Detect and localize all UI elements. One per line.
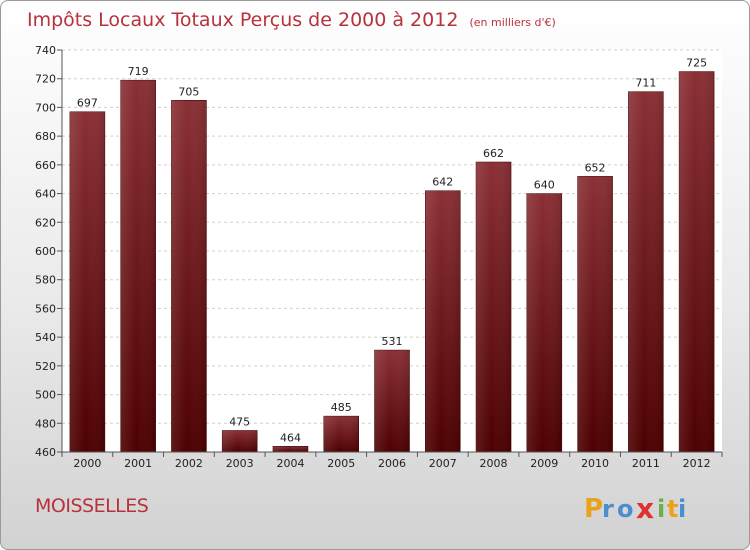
- y-tick-label: 620: [35, 216, 56, 229]
- x-tick-label: 2002: [175, 457, 203, 470]
- x-tick-label: 2007: [429, 457, 457, 470]
- y-tick-label: 580: [35, 274, 56, 287]
- bar-value-label: 475: [229, 415, 250, 428]
- svg-text:t: t: [667, 495, 678, 523]
- bar-shine: [323, 416, 359, 452]
- bar-shine: [476, 161, 512, 452]
- bar-value-label: 485: [331, 401, 352, 414]
- svg-text:x: x: [636, 492, 654, 525]
- bar-value-label: 464: [280, 431, 301, 444]
- bar-value-label: 705: [178, 85, 199, 98]
- bar-shine: [628, 91, 664, 452]
- x-tick-label: 2006: [378, 457, 406, 470]
- bar-shine: [171, 100, 207, 452]
- bar-value-label: 725: [686, 57, 707, 70]
- bar-value-label: 662: [483, 147, 504, 160]
- bar-value-label: 531: [382, 335, 403, 348]
- city-name: MOISSELLES: [35, 495, 149, 517]
- x-tick-label: 2003: [226, 457, 254, 470]
- bar-shine: [526, 193, 562, 453]
- y-tick-label: 560: [35, 302, 56, 315]
- svg-text:o: o: [617, 495, 634, 523]
- proxiti-logo: P r o x i t i: [584, 492, 686, 525]
- bar-value-label: 719: [128, 65, 149, 78]
- svg-text:i: i: [678, 495, 686, 523]
- x-tick-label: 2000: [73, 457, 101, 470]
- bar-value-label: 642: [432, 176, 453, 189]
- chart-title-block: Impôts Locaux Totaux Perçus de 2000 à 20…: [27, 9, 556, 31]
- svg-text:P: P: [584, 494, 603, 524]
- x-tick-label: 2005: [327, 457, 355, 470]
- y-tick-label: 460: [35, 446, 56, 459]
- y-tick-label: 600: [35, 245, 56, 258]
- svg-text:i: i: [657, 495, 665, 523]
- bar-value-label: 640: [534, 179, 555, 192]
- y-tick-label: 520: [35, 360, 56, 373]
- x-tick-label: 2008: [480, 457, 508, 470]
- bar-shine: [272, 446, 308, 452]
- bar-value-label: 711: [635, 77, 656, 90]
- x-tick-label: 2001: [124, 457, 152, 470]
- y-tick-label: 540: [35, 331, 56, 344]
- y-tick-label: 700: [35, 101, 56, 114]
- bar-shine: [222, 430, 258, 452]
- y-tick-label: 500: [35, 389, 56, 402]
- bar-shine: [120, 80, 156, 453]
- bar-value-label: 697: [77, 97, 98, 110]
- x-tick-label: 2012: [683, 457, 711, 470]
- chart-title: Impôts Locaux Totaux Perçus de 2000 à 20…: [27, 9, 459, 31]
- bar-shine: [69, 111, 105, 452]
- x-tick-label: 2010: [581, 457, 609, 470]
- y-tick-label: 480: [35, 417, 56, 430]
- bar-value-label: 652: [585, 161, 606, 174]
- y-tick-label: 720: [35, 73, 56, 86]
- bar-shine: [577, 176, 613, 453]
- x-tick-label: 2009: [530, 457, 558, 470]
- x-tick-label: 2004: [276, 457, 304, 470]
- bar-shine: [425, 190, 461, 452]
- x-tick-label: 2011: [632, 457, 660, 470]
- y-tick-label: 680: [35, 130, 56, 143]
- y-tick-label: 660: [35, 159, 56, 172]
- chart-subtitle: (en milliers d'€): [469, 16, 556, 29]
- bar-shine: [679, 71, 715, 453]
- bar-shine: [374, 350, 410, 452]
- bar-chart: 697719705475464485531642662640652711725 …: [35, 44, 723, 470]
- y-tick-label: 740: [35, 44, 56, 57]
- y-tick-label: 640: [35, 188, 56, 201]
- svg-text:r: r: [602, 495, 614, 523]
